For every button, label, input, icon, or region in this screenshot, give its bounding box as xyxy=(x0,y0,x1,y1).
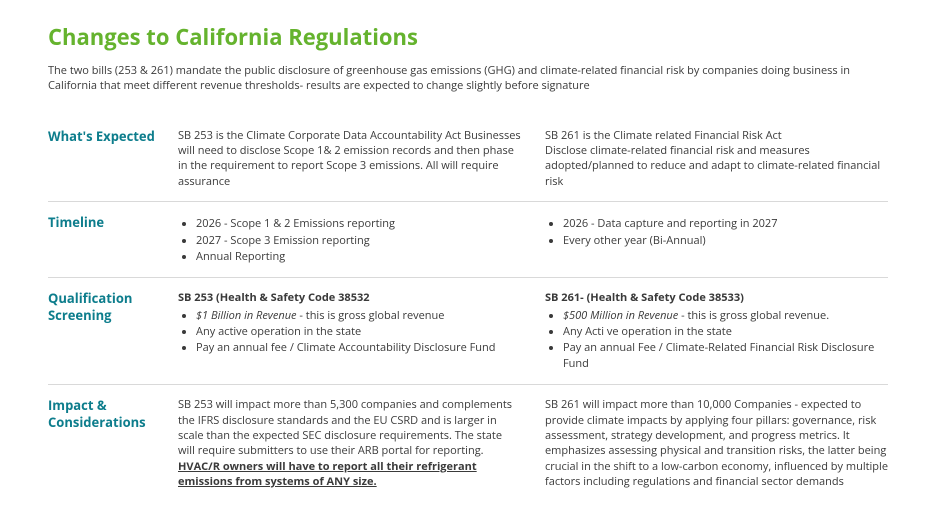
list-item: $500 Million in Revenue - this is gross … xyxy=(563,308,888,323)
expected-left: SB 253 is the Climate Corporate Data Acc… xyxy=(178,128,521,190)
qual-left-rev-emph: $1 Billion in Revenue xyxy=(196,308,297,323)
qual-right-rev-emph: $500 Million in Revenue xyxy=(563,308,678,323)
section-label: Timeline xyxy=(48,214,178,265)
list-item: 2026 - Scope 1 & 2 Emissions reporting xyxy=(196,216,521,231)
qual-right-head: SB 261- (Health & Safety Code 38533) xyxy=(545,290,888,305)
list-item: Any active operation in the state xyxy=(196,324,521,339)
impact-right-text: SB 261 will impact more than 10,000 Comp… xyxy=(545,397,888,489)
section-expected: What's Expected SB 253 is the Climate Co… xyxy=(48,116,888,203)
timeline-right: 2026 - Data capture and reporting in 202… xyxy=(545,214,888,265)
impact-right: SB 261 will impact more than 10,000 Comp… xyxy=(545,397,888,489)
impact-left-text: SB 253 will impact more than 5,300 compa… xyxy=(178,397,512,458)
list-item: Every other year (Bi-Annual) xyxy=(563,233,888,248)
expected-left-text: SB 253 is the Climate Corporate Data Acc… xyxy=(178,128,521,190)
section-label: What's Expected xyxy=(48,128,178,190)
timeline-left: 2026 - Scope 1 & 2 Emissions reporting 2… xyxy=(178,214,521,265)
section-label: Qualification Screening xyxy=(48,290,178,372)
intro-text: The two bills (253 & 261) mandate the pu… xyxy=(48,63,888,94)
qual-right-rev-rest: - this is gross global revenue. xyxy=(678,308,829,323)
qualification-right: SB 261- (Health & Safety Code 38533) $50… xyxy=(545,290,888,372)
list-item: Annual Reporting xyxy=(196,249,521,264)
section-impact: Impact & Considerations SB 253 will impa… xyxy=(48,385,888,501)
expected-right-text: SB 261 is the Climate related Financial … xyxy=(545,128,888,190)
impact-left-emph: HVAC/R owners will have to report all th… xyxy=(178,459,477,489)
expected-right: SB 261 is the Climate related Financial … xyxy=(545,128,888,190)
list-item: Any Acti ve operation in the state xyxy=(563,324,888,339)
section-timeline: Timeline 2026 - Scope 1 & 2 Emissions re… xyxy=(48,202,888,278)
qual-left-head: SB 253 (Health & Safety Code 38532 xyxy=(178,290,521,305)
section-label: Impact & Considerations xyxy=(48,397,178,489)
qual-left-rev-rest: - this is gross global revenue xyxy=(297,308,445,323)
list-item: Pay an annual fee / Climate Accountabili… xyxy=(196,340,521,355)
impact-left-para: SB 253 will impact more than 5,300 compa… xyxy=(178,397,521,489)
impact-left: SB 253 will impact more than 5,300 compa… xyxy=(178,397,521,489)
list-item: Pay an annual Fee / Climate-Related Fina… xyxy=(563,340,888,371)
qualification-left: SB 253 (Health & Safety Code 38532 $1 Bi… xyxy=(178,290,521,372)
list-item: $1 Billion in Revenue - this is gross gl… xyxy=(196,308,521,323)
section-qualification: Qualification Screening SB 253 (Health &… xyxy=(48,278,888,385)
page-title: Changes to California Regulations xyxy=(48,22,888,53)
list-item: 2026 - Data capture and reporting in 202… xyxy=(563,216,888,231)
list-item: 2027 - Scope 3 Emission reporting xyxy=(196,233,521,248)
